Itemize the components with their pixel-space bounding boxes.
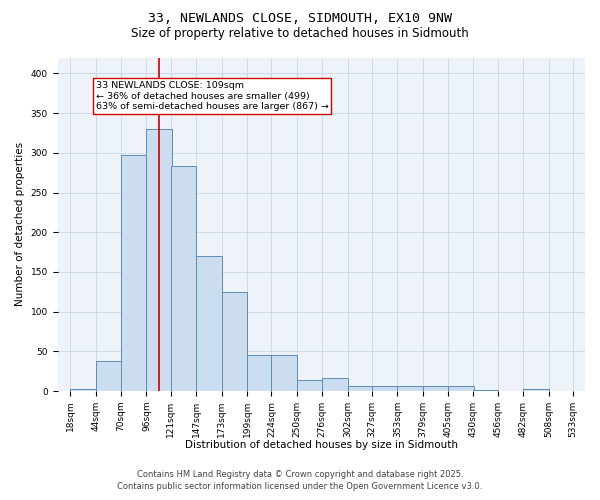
Bar [171, 166, 196, 391]
Bar [523, 388, 549, 391]
X-axis label: Distribution of detached houses by size in Sidmouth: Distribution of detached houses by size … [185, 440, 458, 450]
Bar [95, 361, 121, 391]
Bar [473, 390, 498, 391]
Bar [196, 256, 221, 391]
Y-axis label: Number of detached properties: Number of detached properties [15, 142, 25, 306]
Bar [121, 155, 146, 391]
Bar [322, 378, 347, 391]
Bar [271, 354, 297, 391]
Bar [448, 386, 473, 391]
Text: Contains HM Land Registry data © Crown copyright and database right 2025.
Contai: Contains HM Land Registry data © Crown c… [118, 470, 482, 491]
Bar [372, 386, 397, 391]
Text: 33 NEWLANDS CLOSE: 109sqm
← 36% of detached houses are smaller (499)
63% of semi: 33 NEWLANDS CLOSE: 109sqm ← 36% of detac… [95, 82, 328, 111]
Bar [70, 388, 95, 391]
Bar [397, 386, 423, 391]
Text: 33, NEWLANDS CLOSE, SIDMOUTH, EX10 9NW: 33, NEWLANDS CLOSE, SIDMOUTH, EX10 9NW [148, 12, 452, 26]
Bar [146, 129, 172, 391]
Text: Size of property relative to detached houses in Sidmouth: Size of property relative to detached ho… [131, 28, 469, 40]
Bar [297, 380, 322, 391]
Bar [423, 386, 448, 391]
Bar [247, 356, 272, 391]
Bar [221, 292, 247, 391]
Bar [347, 386, 373, 391]
